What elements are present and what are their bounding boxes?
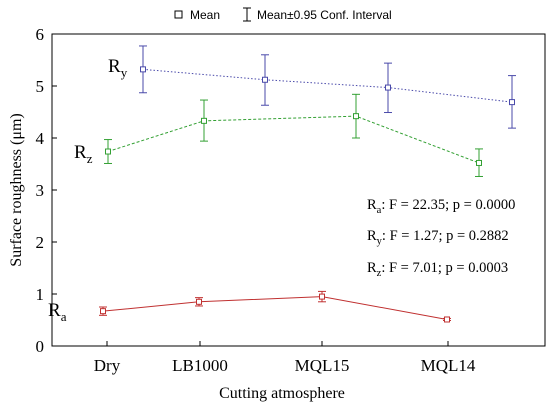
x-tick-label: MQL15 [295,356,350,375]
mean-marker [100,308,106,315]
x-axis-ticks: Dry LB1000 MQL15 MQL14 [94,341,476,375]
stat-annotation: Rz: F = 7.01; p = 0.0003 [367,260,508,279]
series-line [102,296,448,320]
x-axis-title: Cutting atmosphere [219,385,345,402]
series-layer [99,45,516,323]
series-ry [139,45,516,129]
x-tick-label: LB1000 [172,356,228,375]
stats-annotations: Ra: F = 22.35; p = 0.0000 Ry: F = 1.27; p… [367,197,515,279]
mean-marker [353,113,359,120]
y-tick-label: 3 [36,181,45,200]
mean-marker [476,159,482,166]
series-label: Ry [108,56,128,80]
y-tick-label: 2 [36,233,45,252]
legend-ci-marker [243,7,251,22]
series-ra [99,290,451,323]
stat-annotation: Ry: F = 1.27; p = 0.2882 [367,228,509,247]
stat-annotation: Ra: F = 22.35; p = 0.0000 [367,197,515,216]
x-tick-label: MQL14 [421,356,476,375]
x-tick-label: Dry [94,356,121,375]
series-labels: Ry Rz Ra [48,56,128,324]
mean-marker [319,293,325,300]
y-axis-ticks: 0 1 2 3 4 5 6 [36,25,57,356]
mean-marker [105,148,111,155]
series-label: Rz [74,142,93,166]
mean-marker [444,316,450,323]
plot-frame [51,33,546,347]
series-label: Ra [48,300,67,324]
series-rz [104,93,483,177]
series-line [107,115,480,164]
y-tick-label: 5 [36,77,45,96]
legend-mean-marker [174,10,183,19]
mean-marker [509,99,515,106]
y-tick-label: 1 [36,285,45,304]
y-tick-label: 6 [36,25,45,44]
mean-marker [196,298,202,305]
y-tick-label: 4 [36,129,45,148]
legend-mean-label: Mean [190,8,220,22]
mean-marker [262,76,268,83]
legend: Mean Mean±0.95 Conf. Interval [174,7,392,22]
mean-marker [201,117,207,124]
legend-ci-label: Mean±0.95 Conf. Interval [257,8,392,22]
y-tick-label: 0 [36,337,45,356]
mean-marker [385,84,391,91]
mean-marker [140,66,146,73]
series-line [142,68,513,103]
y-axis-title: Surface roughness (μm) [8,113,25,266]
